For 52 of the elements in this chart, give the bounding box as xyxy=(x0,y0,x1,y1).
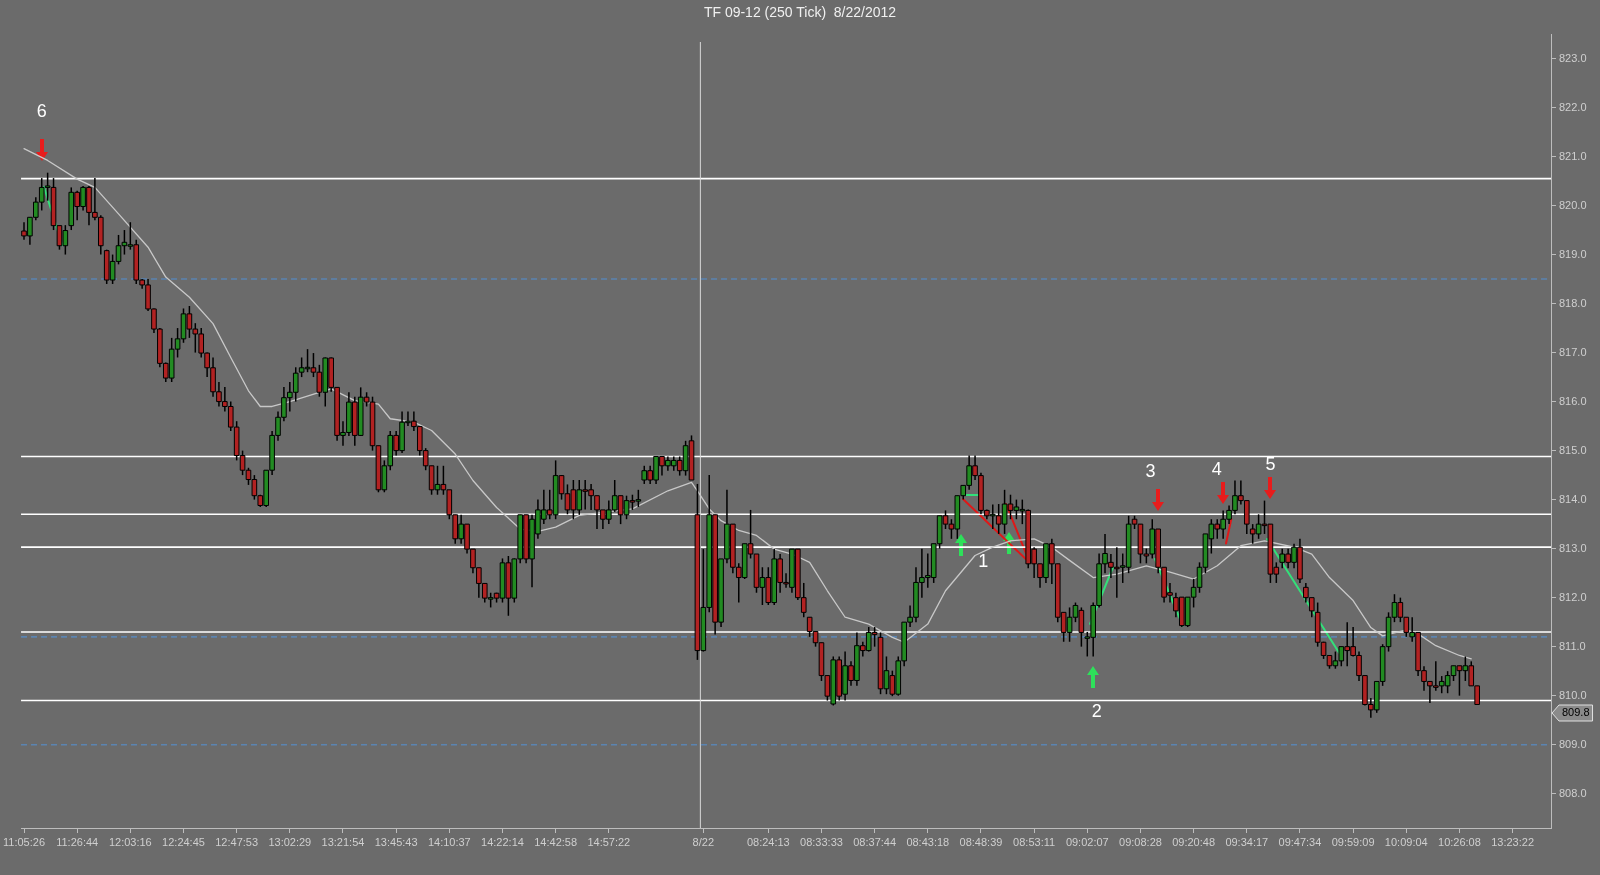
x-tick-label: 09:08:28 xyxy=(1119,835,1162,848)
x-tick-label: 09:02:07 xyxy=(1065,835,1109,848)
x-tick-label: 12:03:16 xyxy=(108,835,152,848)
x-tick-label: 13:02:29 xyxy=(268,835,312,848)
y-tick-label: 810.0 xyxy=(1559,688,1587,701)
annotation: 4 xyxy=(1211,459,1222,480)
y-tick-label: 812.0 xyxy=(1559,590,1587,603)
annotation: 5 xyxy=(1265,453,1276,474)
x-tick-label: 10:09:04 xyxy=(1384,835,1428,848)
annotation: 6 xyxy=(36,101,47,122)
x-tick-label: 08:53:11 xyxy=(1013,835,1056,848)
y-tick-label: 817.0 xyxy=(1559,345,1587,358)
x-tick-label: 09:34:17 xyxy=(1225,835,1269,848)
x-tick-label: 09:47:34 xyxy=(1278,835,1322,848)
x-tick-label: 14:42:58 xyxy=(534,835,578,848)
x-tick-label: 08:37:44 xyxy=(853,835,897,848)
chart-title: TF 09-12 (250 Tick) 8/22/2012 xyxy=(703,3,897,20)
y-tick-label: 815.0 xyxy=(1559,443,1587,456)
x-tick-label: 09:59:09 xyxy=(1331,835,1375,848)
y-tick-label: 821.0 xyxy=(1559,149,1587,162)
y-tick-label: 819.0 xyxy=(1559,247,1587,260)
y-tick-label: 823.0 xyxy=(1559,51,1587,64)
x-tick-label: 13:45:43 xyxy=(374,835,418,848)
x-tick-label: 09:20:48 xyxy=(1172,835,1216,848)
y-tick-label: 818.0 xyxy=(1559,296,1587,309)
x-tick-label: 13:21:54 xyxy=(321,835,365,848)
y-tick-label: 813.0 xyxy=(1559,541,1587,554)
y-tick-label: 809.0 xyxy=(1559,737,1587,750)
y-tick-label: 808.0 xyxy=(1559,786,1587,799)
x-tick-label: 08:24:13 xyxy=(746,835,790,848)
y-tick-label: 816.0 xyxy=(1559,394,1587,407)
x-tick-label: 11:05:26 xyxy=(2,835,46,848)
x-tick-label: 08:48:39 xyxy=(959,835,1003,848)
y-tick-label: 820.0 xyxy=(1559,198,1587,211)
annotation: 1 xyxy=(978,550,989,571)
annotation: 2 xyxy=(1091,700,1102,721)
x-tick-label: 12:47:53 xyxy=(215,835,259,848)
x-tick-label: 8/22 xyxy=(692,835,715,848)
x-tick-label: 14:57:22 xyxy=(587,835,631,848)
x-tick-label: 11:26:44 xyxy=(56,835,99,848)
x-tick-label: 08:33:33 xyxy=(800,835,843,848)
x-tick-label: 12:24:45 xyxy=(162,835,205,848)
x-tick-label: 13:23:22 xyxy=(1491,835,1535,848)
x-tick-label: 08:43:18 xyxy=(906,835,950,848)
x-tick-label: 14:10:37 xyxy=(427,835,471,848)
y-tick-label: 811.0 xyxy=(1559,639,1586,652)
text: 809.8 xyxy=(1562,706,1590,719)
y-tick-label: 822.0 xyxy=(1559,100,1587,113)
x-tick-label: 14:22:14 xyxy=(481,835,524,848)
x-tick-label: 10:26:08 xyxy=(1438,835,1481,848)
y-tick-label: 814.0 xyxy=(1559,492,1587,505)
annotation: 3 xyxy=(1145,460,1156,481)
